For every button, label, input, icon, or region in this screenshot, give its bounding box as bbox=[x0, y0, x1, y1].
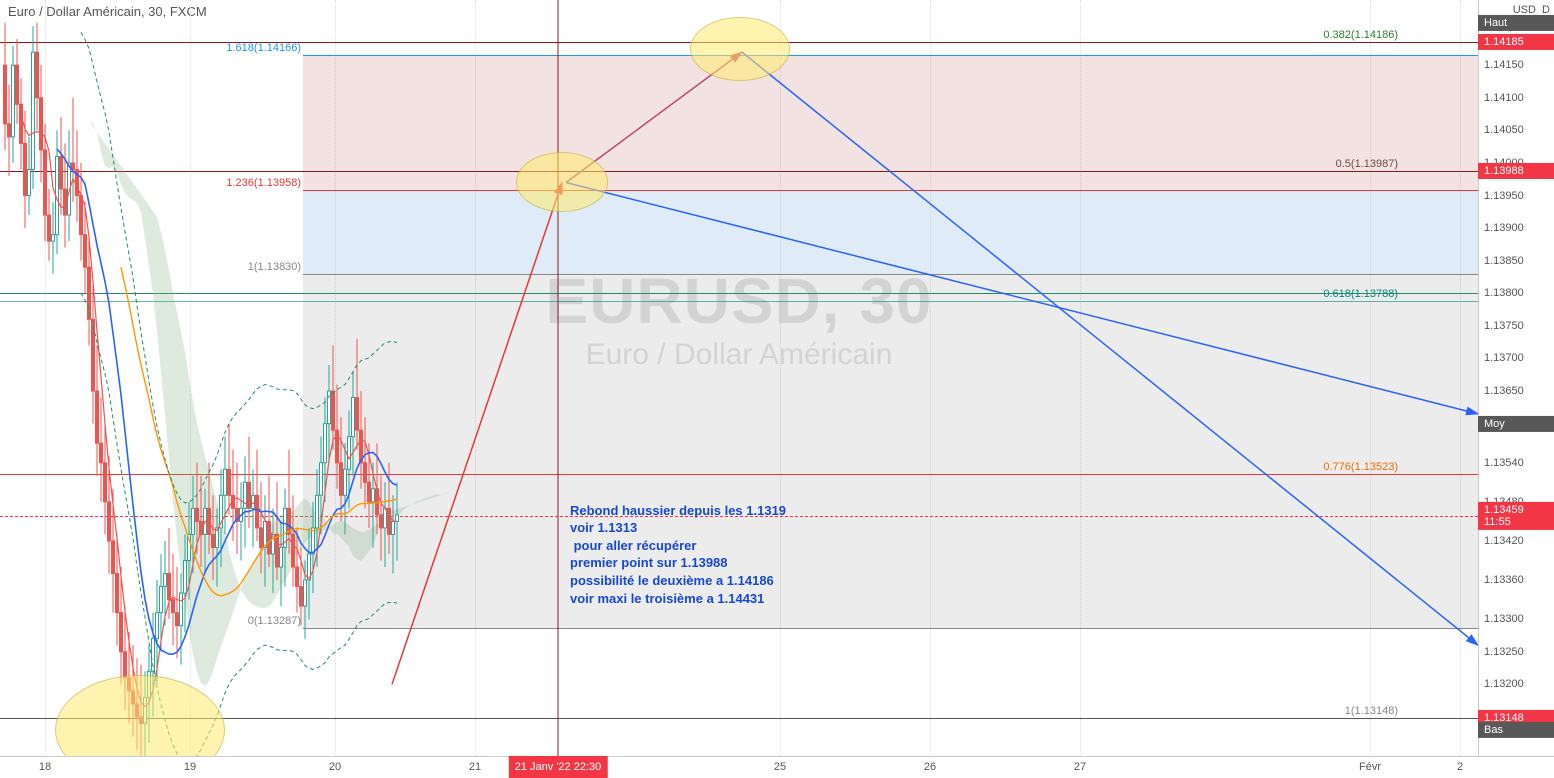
fib-retr-label: 0.382(1.14186) bbox=[1323, 29, 1398, 42]
highlight-ellipse bbox=[690, 17, 790, 81]
fib-ext-label: 1.236(1.13958) bbox=[226, 177, 301, 190]
fib-retr-label: 0.5(1.13987) bbox=[1336, 158, 1398, 171]
fib-retr-label: 0.618(1.13788) bbox=[1323, 288, 1398, 301]
y-axis[interactable]: USD D 1.142151.141851.141501.141001.1405… bbox=[1478, 0, 1554, 756]
fib-retr-line bbox=[0, 301, 1478, 302]
y-tick: 1.13200 bbox=[1478, 678, 1554, 690]
annotation-text: Rebond haussier depuis les 1.1319voir 1.… bbox=[570, 502, 786, 607]
y-tag: 1.1345911:55 bbox=[1478, 501, 1554, 529]
y-tick: 1.13850 bbox=[1478, 255, 1554, 267]
y-tick: 1.13700 bbox=[1478, 352, 1554, 364]
y-tag: Moy bbox=[1478, 416, 1554, 432]
price-line bbox=[0, 171, 1478, 172]
fib-zone bbox=[303, 274, 1478, 628]
y-tick: 1.13750 bbox=[1478, 320, 1554, 332]
grid-line bbox=[45, 0, 46, 756]
y-tick: 1.13540 bbox=[1478, 457, 1554, 469]
y-tick: 1.13250 bbox=[1478, 646, 1554, 658]
x-tick: 19 bbox=[184, 756, 196, 778]
y-tag: Haut bbox=[1478, 15, 1554, 31]
y-tag: 1.13988 bbox=[1478, 163, 1554, 179]
x-tick: 20 bbox=[329, 756, 341, 778]
x-tick: 27 bbox=[1074, 756, 1086, 778]
y-tick: 1.13300 bbox=[1478, 613, 1554, 625]
fib-ext-label: 0(1.13287) bbox=[248, 615, 301, 628]
fib-ext-line bbox=[303, 274, 1478, 275]
y-tick: 1.13800 bbox=[1478, 287, 1554, 299]
x-tag-crosshair: 21 Janv '22 22:30 bbox=[509, 756, 608, 778]
y-tag: 1.14185 bbox=[1478, 34, 1554, 50]
fib-ext-line bbox=[303, 628, 1478, 629]
fib-ext-line bbox=[303, 190, 1478, 191]
fib-zone bbox=[303, 190, 1478, 273]
x-tick: 21 bbox=[469, 756, 481, 778]
highlight-ellipse bbox=[516, 152, 608, 212]
y-tick: 1.14050 bbox=[1478, 124, 1554, 136]
price-line bbox=[0, 474, 1478, 475]
fib-ext-label: 1.618(1.14166) bbox=[226, 42, 301, 55]
x-tick: Févr bbox=[1359, 756, 1381, 778]
x-tick: 26 bbox=[924, 756, 936, 778]
x-axis[interactable]: 18 19 20 21 25 26 27 Févr 2 21 Janv '22 22:30 bbox=[0, 756, 1554, 778]
grid-line bbox=[190, 0, 191, 756]
x-tick: 2 bbox=[1457, 756, 1463, 778]
fib-retr-label: 1(1.13148) bbox=[1345, 705, 1398, 718]
y-tag: Bas bbox=[1478, 722, 1554, 738]
fib-ext-label: 1(1.13830) bbox=[248, 261, 301, 274]
y-tick: 1.13650 bbox=[1478, 385, 1554, 397]
y-tick: 1.13900 bbox=[1478, 222, 1554, 234]
chart-title: Euro / Dollar Américain, 30, FXCM bbox=[8, 4, 207, 19]
price-line bbox=[0, 293, 1478, 294]
y-tick: 1.14100 bbox=[1478, 92, 1554, 104]
chart-root: EURUSD, 30 Euro / Dollar Américain Euro … bbox=[0, 0, 1554, 778]
y-tick: 1.13360 bbox=[1478, 574, 1554, 586]
y-tick: 1.13420 bbox=[1478, 535, 1554, 547]
chart-area[interactable]: EURUSD, 30 Euro / Dollar Américain Euro … bbox=[0, 0, 1478, 756]
y-tick: 1.13950 bbox=[1478, 190, 1554, 202]
y-tick: 1.14150 bbox=[1478, 59, 1554, 71]
fib-ext-line bbox=[303, 55, 1478, 56]
x-tick: 18 bbox=[39, 756, 51, 778]
x-tick: 25 bbox=[774, 756, 786, 778]
fib-retr-label: 0.776(1.13523) bbox=[1323, 461, 1398, 474]
